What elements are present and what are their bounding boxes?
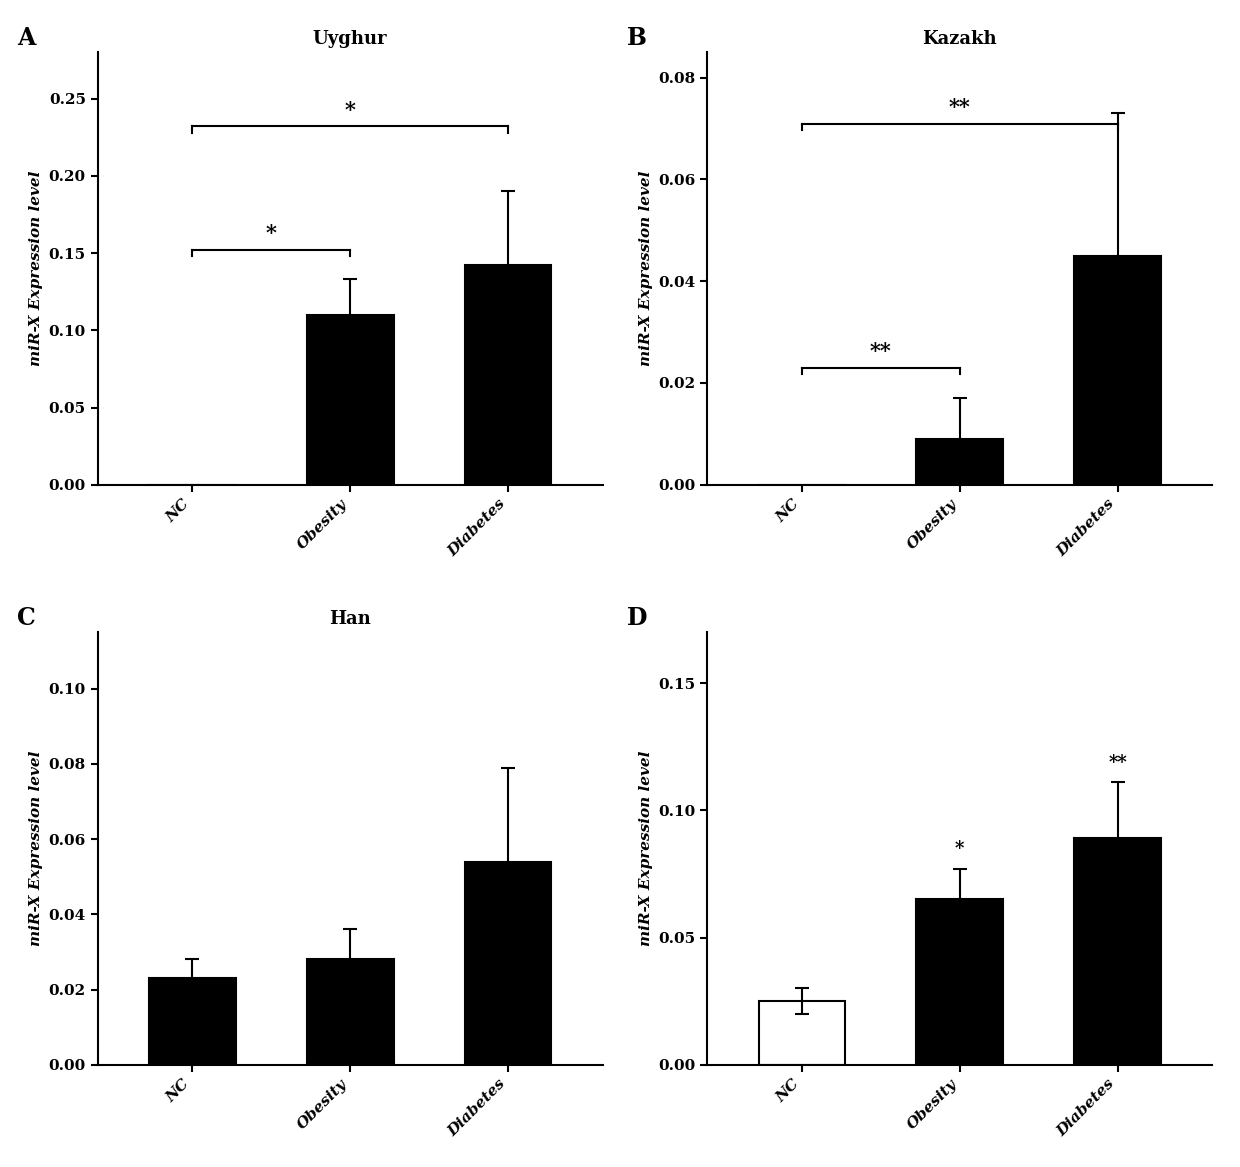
Text: *: * xyxy=(345,100,356,120)
Bar xyxy=(306,959,393,1064)
Bar xyxy=(465,265,552,484)
Y-axis label: miR-X Expression level: miR-X Expression level xyxy=(29,750,43,946)
Bar xyxy=(306,315,393,484)
Bar xyxy=(916,900,1003,1064)
Title: Han: Han xyxy=(330,610,371,628)
Text: B: B xyxy=(626,27,646,50)
Bar xyxy=(916,439,1003,484)
Text: *: * xyxy=(265,224,277,244)
Bar xyxy=(759,1001,846,1064)
Title: Kazakh: Kazakh xyxy=(923,30,997,48)
Text: **: ** xyxy=(870,341,892,362)
Bar xyxy=(465,861,552,1064)
Text: *: * xyxy=(955,840,965,858)
Bar xyxy=(1074,256,1161,484)
Bar xyxy=(1074,838,1161,1064)
Text: **: ** xyxy=(1109,754,1127,771)
Text: D: D xyxy=(626,607,647,630)
Y-axis label: miR-X Expression level: miR-X Expression level xyxy=(639,750,652,946)
Y-axis label: miR-X Expression level: miR-X Expression level xyxy=(29,170,43,366)
Y-axis label: miR-X Expression level: miR-X Expression level xyxy=(639,170,652,366)
Text: C: C xyxy=(17,607,36,630)
Text: **: ** xyxy=(949,97,971,117)
Text: A: A xyxy=(17,27,35,50)
Title: Uyghur: Uyghur xyxy=(312,30,387,48)
Bar xyxy=(149,978,236,1064)
